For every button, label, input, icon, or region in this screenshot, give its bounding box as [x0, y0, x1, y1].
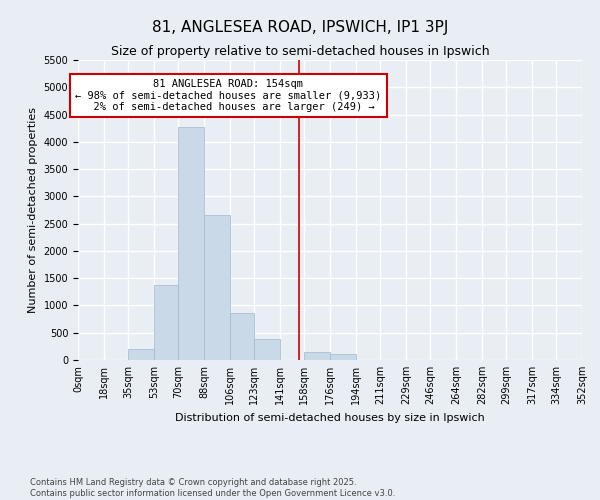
Text: Size of property relative to semi-detached houses in Ipswich: Size of property relative to semi-detach…	[110, 45, 490, 58]
Text: 81 ANGLESEA ROAD: 154sqm
← 98% of semi-detached houses are smaller (9,933)
  2% : 81 ANGLESEA ROAD: 154sqm ← 98% of semi-d…	[75, 79, 382, 112]
Text: 81, ANGLESEA ROAD, IPSWICH, IP1 3PJ: 81, ANGLESEA ROAD, IPSWICH, IP1 3PJ	[152, 20, 448, 35]
Bar	[330, 354, 356, 360]
Bar	[254, 340, 280, 360]
Bar	[178, 126, 204, 360]
Bar	[154, 284, 178, 360]
Bar	[204, 215, 230, 360]
Bar	[128, 350, 154, 360]
X-axis label: Distribution of semi-detached houses by size in Ipswich: Distribution of semi-detached houses by …	[175, 412, 485, 422]
Bar	[304, 352, 330, 360]
Y-axis label: Number of semi-detached properties: Number of semi-detached properties	[28, 107, 38, 313]
Text: Contains HM Land Registry data © Crown copyright and database right 2025.
Contai: Contains HM Land Registry data © Crown c…	[30, 478, 395, 498]
Bar	[230, 312, 254, 360]
